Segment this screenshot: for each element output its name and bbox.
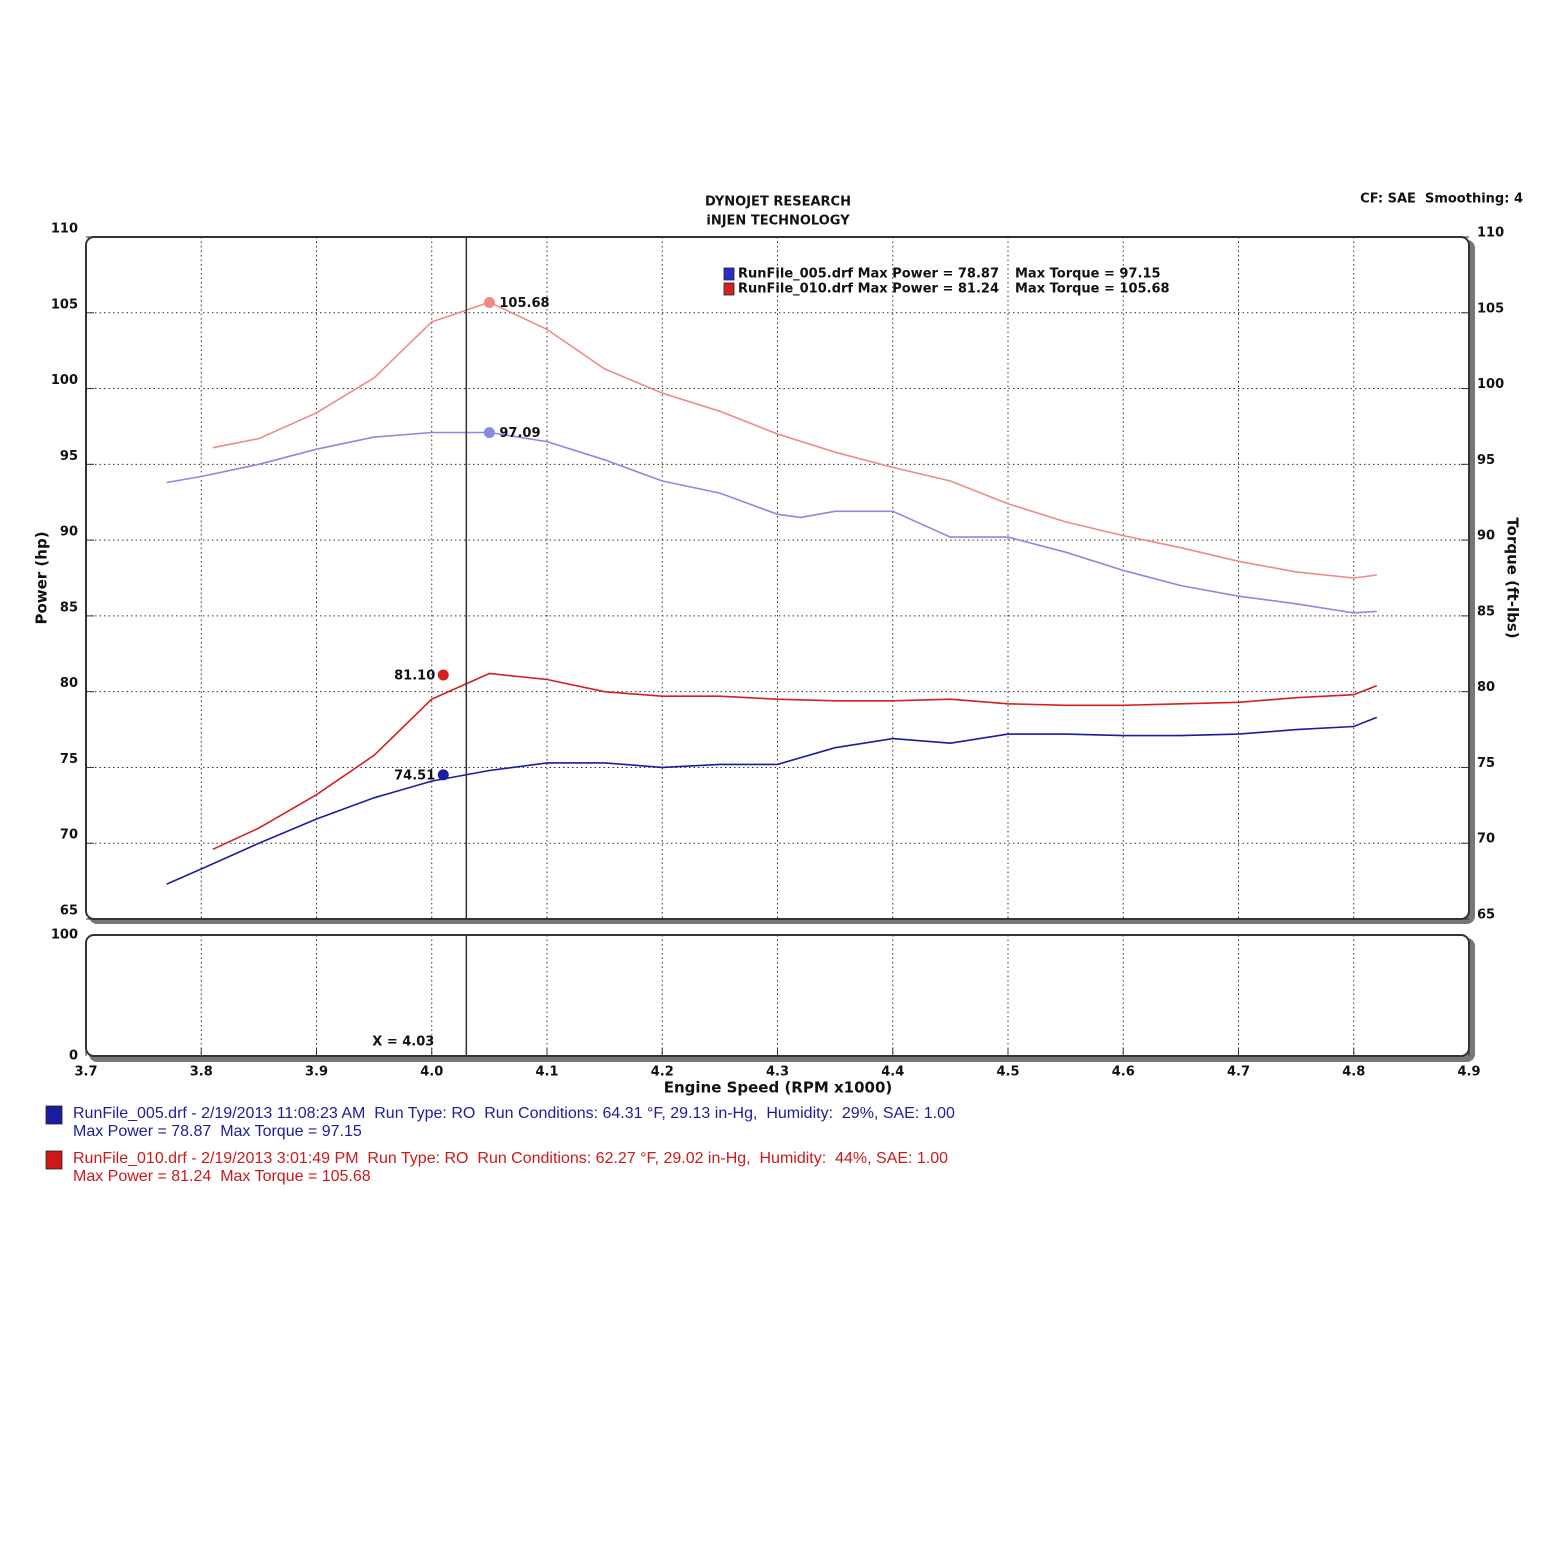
chart-title: DYNOJET RESEARCH (705, 195, 851, 210)
y-tick-label: 75 (60, 752, 78, 767)
plot-frame (85, 236, 1470, 920)
run-info-text: Max Power = 78.87 Max Torque = 97.15 (73, 1123, 362, 1140)
annotation-point (437, 769, 449, 781)
x-tick-label: 3.8 (190, 1065, 213, 1080)
y2-tick-label: 90 (1477, 529, 1495, 544)
y-tick-label: 80 (60, 676, 78, 691)
y2-tick-label: 65 (1477, 908, 1495, 923)
series-line (166, 431, 1377, 614)
series-line (212, 672, 1378, 851)
x-tick-label: 3.9 (305, 1065, 328, 1080)
y2-tick-label: 105 (1477, 301, 1504, 316)
annotation-label: 97.09 (499, 426, 540, 441)
run-swatch (45, 1150, 63, 1170)
y-tick-label: 100 (51, 373, 78, 388)
x-axis-label: Engine Speed (RPM x1000) (664, 1079, 893, 1097)
x-tick-label: 4.0 (420, 1065, 443, 1080)
y2-tick-label: 85 (1477, 604, 1495, 619)
x-tick-label: 4.7 (1227, 1065, 1250, 1080)
corner-note: CF: SAE Smoothing: 4 (1360, 192, 1523, 207)
legend-text: RunFile_005.drf Max Power = 78.87 (738, 267, 999, 282)
y2-tick-label: 110 (1477, 226, 1504, 241)
x-tick-label: 4.9 (1457, 1065, 1480, 1080)
x-tick-label: 4.3 (766, 1065, 789, 1080)
x-tick-label: 4.4 (881, 1065, 904, 1080)
lower-y-tick-label: 0 (69, 1049, 78, 1064)
x-tick-label: 4.1 (535, 1065, 558, 1080)
y-tick-label: 110 (51, 222, 78, 237)
legend-swatch (723, 267, 735, 281)
annotation-point (437, 669, 449, 681)
y2-tick-label: 80 (1477, 680, 1495, 695)
legend-swatch (723, 282, 735, 296)
annotation-label: 81.10 (394, 668, 435, 683)
series-line (166, 716, 1378, 885)
y2-tick-label: 100 (1477, 377, 1504, 392)
series-line (212, 301, 1377, 579)
y-tick-label: 105 (51, 297, 78, 312)
y-tick-label: 85 (60, 600, 78, 615)
y-axis-label: Power (hp) (33, 531, 51, 624)
lower-y-tick-label: 100 (51, 928, 78, 943)
annotation-label: 74.51 (394, 768, 435, 783)
y-tick-label: 90 (60, 525, 78, 540)
run-info-text: RunFile_010.drf - 2/19/2013 3:01:49 PM R… (73, 1150, 948, 1167)
x-tick-label: 4.2 (651, 1065, 674, 1080)
annotation-point (483, 296, 495, 308)
run-info-text: Max Power = 81.24 Max Torque = 105.68 (73, 1168, 371, 1185)
y-tick-label: 70 (60, 828, 78, 843)
x-tick-label: 4.6 (1112, 1065, 1135, 1080)
chart-subtitle: iNJEN TECHNOLOGY (706, 214, 850, 229)
legend-torque: Max Torque = 97.15 (1015, 267, 1161, 282)
run-swatch (45, 1105, 63, 1125)
y2-tick-label: 70 (1477, 832, 1495, 847)
cursor-label: X = 4.03 (372, 1035, 434, 1050)
legend-text: RunFile_010.drf Max Power = 81.24 (738, 282, 999, 297)
y-tick-label: 95 (60, 449, 78, 464)
annotation-point (483, 427, 495, 439)
y-tick-label: 65 (60, 904, 78, 919)
legend-torque: Max Torque = 105.68 (1015, 282, 1170, 297)
y2-tick-label: 95 (1477, 453, 1495, 468)
run-info-text: RunFile_005.drf - 2/19/2013 11:08:23 AM … (73, 1105, 955, 1122)
x-tick-label: 4.5 (996, 1065, 1019, 1080)
y2-tick-label: 75 (1477, 756, 1495, 771)
x-tick-label: 3.7 (74, 1065, 97, 1080)
x-tick-label: 4.8 (1342, 1065, 1365, 1080)
y2-axis-label: Torque (ft-lbs) (1504, 517, 1522, 638)
annotation-label: 105.68 (499, 296, 549, 311)
